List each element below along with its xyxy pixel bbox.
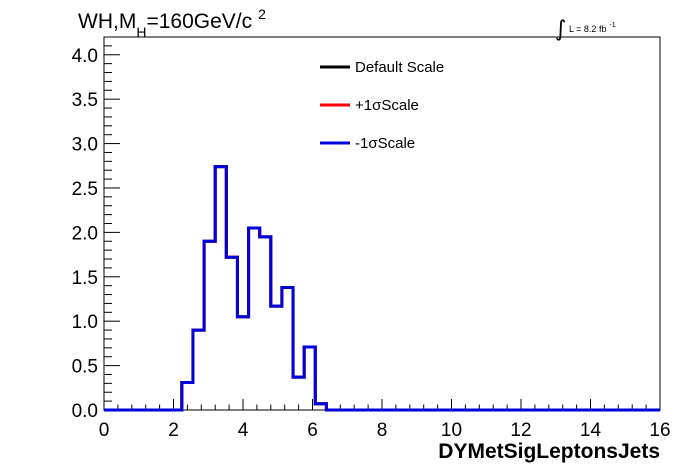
chart-title-main: WH,M <box>78 10 136 33</box>
y-tick-label: 3.0 <box>72 135 98 156</box>
x-tick-label: 8 <box>377 420 388 441</box>
y-tick-label: 1.5 <box>72 268 98 289</box>
y-tick-label: 4.0 <box>72 46 98 67</box>
chart-title-subscript: H <box>136 24 146 40</box>
chart-title-rest: =160GeV/c <box>146 10 252 33</box>
series-line-1 <box>104 165 660 412</box>
x-tick-label: 6 <box>307 420 318 441</box>
x-axis-label: DYMetSigLeptonsJets <box>438 440 660 463</box>
x-tick-label: 12 <box>510 420 531 441</box>
x-tick-label: 10 <box>441 420 462 441</box>
lumi-text: L = 8.2 fb <box>569 24 606 34</box>
plot-frame <box>103 36 661 411</box>
x-tick-label: 4 <box>238 420 249 441</box>
y-tick-label: 2.5 <box>72 179 98 200</box>
lumi-integral-symbol: ∫ <box>555 17 566 42</box>
x-axis: 0 2 4 6 8 10 12 14 16 <box>99 399 671 441</box>
y-axis: 0.0 0.5 1.0 1.5 2.0 2.5 3.0 3.5 4.0 <box>72 36 120 422</box>
series-line-0 <box>104 165 660 412</box>
legend: Default Scale +1σScale -1σScale <box>320 59 444 152</box>
series-group <box>104 165 660 412</box>
y-tick-label: 2.0 <box>72 223 98 244</box>
lumi-label: L = 8.2 fb -1 <box>569 22 616 34</box>
x-tick-label: 0 <box>99 420 110 441</box>
lumi-superscript: -1 <box>609 22 615 29</box>
legend-label: +1σScale <box>355 97 419 114</box>
chart-title-superscript: 2 <box>258 6 266 22</box>
x-tick-label: 14 <box>580 420 602 441</box>
y-tick-label: 0.0 <box>72 401 98 422</box>
y-tick-label: 3.5 <box>72 90 98 111</box>
series-line-2 <box>104 165 660 412</box>
x-tick-label: 2 <box>168 420 179 441</box>
y-tick-label: 1.0 <box>72 312 98 333</box>
legend-label: -1σScale <box>355 135 415 152</box>
y-tick-label: 0.5 <box>72 357 98 378</box>
chart-title: WH,MH=160GeV/c 2 <box>78 6 266 40</box>
legend-label: Default Scale <box>355 59 444 76</box>
x-tick-label: 16 <box>649 420 670 441</box>
